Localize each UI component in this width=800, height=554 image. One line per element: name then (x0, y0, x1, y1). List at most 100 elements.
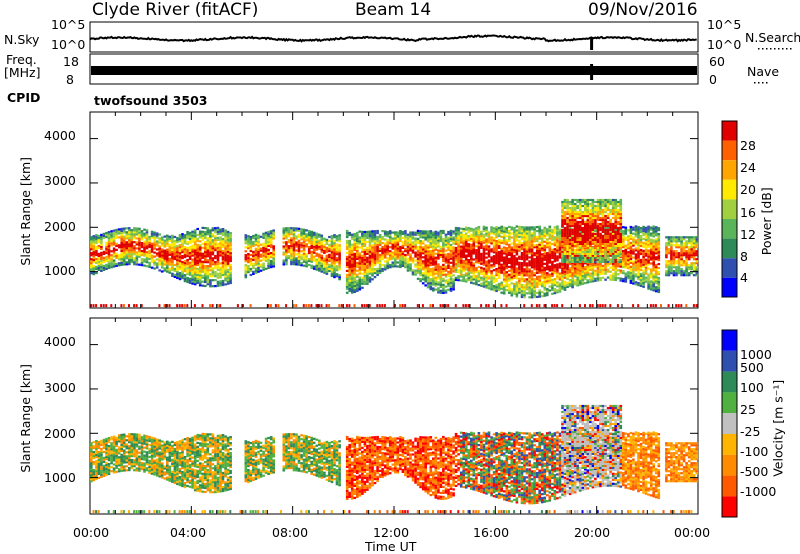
power-cell-3573 (536, 248, 539, 250)
power-cell-4808 (604, 221, 607, 223)
power-cell-4237 (579, 272, 582, 274)
power-cell-2625 (450, 266, 453, 268)
power-cell-2012 (376, 256, 379, 258)
power-cell-610 (181, 261, 184, 263)
power-cell-4449 (587, 199, 590, 201)
power-cell-492 (166, 261, 169, 263)
power-cell-2206 (404, 234, 407, 236)
power-cell-1832 (356, 232, 359, 234)
power-cell-2952 (483, 260, 486, 262)
power-cell-2741 (462, 280, 465, 282)
power-cell-3828 (559, 267, 562, 269)
power-cell-1005 (222, 258, 225, 260)
power-cell-418 (153, 246, 156, 248)
power-cell-4339 (584, 278, 587, 280)
power-cell-782 (199, 258, 202, 260)
power-cell-4645 (597, 233, 600, 235)
power-cell-1663 (336, 251, 339, 253)
power-cell-1303 (283, 247, 286, 249)
power-cell-1120 (247, 265, 250, 267)
power-cell-802 (202, 265, 205, 267)
power-cell-3738 (551, 275, 554, 277)
power-cell-4446 (587, 205, 590, 207)
power-cell-3296 (513, 231, 516, 233)
power-cell-473 (164, 263, 167, 265)
power-cell-1759 (351, 272, 354, 274)
power-cell-3880 (561, 249, 564, 251)
power-cell-439 (158, 269, 161, 271)
power-cell-846 (207, 277, 210, 279)
power-cell-4043 (569, 253, 572, 255)
power-cell-437 (156, 234, 159, 236)
power-cell-4291 (582, 273, 585, 275)
power-cell-1535 (318, 258, 321, 260)
power-cell-4803 (604, 233, 607, 235)
power-cell-4652 (597, 217, 600, 219)
power-cell-3796 (556, 271, 559, 273)
power-cell-1902 (364, 243, 367, 245)
power-cell-364 (143, 233, 146, 235)
power-cell-3142 (500, 256, 503, 258)
power-cell-4328 (582, 223, 585, 225)
power-cell-2311 (419, 258, 422, 260)
power-cell-3221 (508, 276, 511, 278)
power-cell-3178 (503, 240, 506, 242)
power-cell-531 (171, 257, 174, 259)
power-cell-1233 (265, 252, 268, 254)
power-cell-4530 (592, 259, 595, 261)
power-cell-2349 (424, 278, 427, 280)
power-cell-3348 (518, 248, 521, 250)
power-cell-4913 (609, 201, 612, 203)
power-cell-4240 (579, 266, 582, 268)
power-cell-2360 (424, 256, 427, 258)
power-cell-3798 (556, 267, 559, 269)
power-cell-4101 (571, 247, 574, 249)
power-cell-3172 (503, 256, 506, 258)
power-cell-92 (103, 261, 106, 263)
power-cell-600 (179, 234, 182, 236)
power-cell-4214 (576, 237, 579, 239)
power-cell-4443 (587, 211, 590, 213)
power-cell-1280 (272, 265, 275, 267)
power-cell-2535 (442, 292, 445, 294)
power-cell-3275 (513, 275, 516, 277)
power-cell-239 (126, 249, 129, 251)
power-cell-2760 (462, 238, 465, 240)
power-cell-3083 (495, 268, 498, 270)
power-cell-2620 (450, 276, 453, 278)
power-cell-1713 (346, 242, 349, 244)
power-cell-568 (176, 259, 179, 261)
power-cell-1768 (351, 254, 354, 256)
power-cell-347 (141, 234, 144, 236)
power-cell-3727 (549, 232, 552, 234)
power-cell-2270 (414, 252, 417, 254)
power-cell-3970 (566, 266, 569, 268)
power-cell-740 (194, 237, 197, 239)
power-cell-9 (90, 252, 93, 254)
power-cell-1087 (229, 250, 232, 252)
power-cell-4595 (594, 225, 597, 227)
power-cell-2269 (414, 254, 417, 256)
power-cell-874 (209, 273, 212, 275)
power-cell-3904 (564, 289, 567, 291)
power-cell-4041 (569, 257, 572, 259)
power-cell-646 (186, 281, 189, 283)
power-cell-1333 (288, 251, 291, 253)
power-cell-4771 (604, 265, 607, 267)
power-cell-2948 (483, 270, 486, 272)
power-cell-877 (209, 265, 212, 267)
power-cell-3412 (523, 248, 526, 250)
power-cell-4429 (587, 239, 590, 241)
power-cell-3398 (523, 280, 526, 282)
power-cell-77 (100, 256, 103, 258)
power-cell-4171 (574, 211, 577, 213)
power-cell-157 (113, 255, 116, 257)
power-cell-1585 (326, 263, 329, 265)
power-cell-2061 (384, 266, 387, 268)
power-cell-4063 (569, 209, 572, 211)
power-cell-1133 (250, 274, 253, 276)
power-cell-1609 (328, 240, 331, 242)
power-cell-1941 (369, 265, 372, 267)
power-cell-1194 (257, 249, 260, 251)
power-cell-2605 (447, 245, 450, 247)
